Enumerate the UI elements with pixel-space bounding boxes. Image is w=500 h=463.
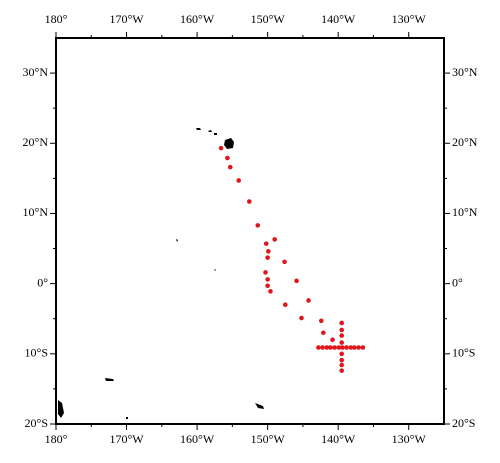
- plot: [218, 145, 366, 373]
- station-point: [320, 345, 325, 350]
- y-tick-label: 10°N: [452, 205, 478, 219]
- station-point: [272, 237, 277, 242]
- x-tick-label: 160°W: [180, 432, 215, 446]
- x-tick-label: 130°W: [392, 12, 427, 26]
- station-point: [339, 340, 345, 345]
- station-point: [339, 357, 345, 363]
- station-point: [339, 320, 345, 326]
- x-tick-label: 130°W: [392, 432, 427, 446]
- y-tick-label: 10°S: [452, 346, 475, 360]
- y-tick-label: 20°S: [452, 416, 475, 430]
- x-tick-label: 180°: [45, 12, 68, 26]
- station-point: [227, 164, 233, 170]
- station-point: [225, 155, 230, 161]
- island: [105, 378, 114, 381]
- y-tick-label: 20°S: [25, 416, 48, 430]
- station-point: [339, 327, 345, 333]
- station-point: [339, 351, 345, 357]
- station-point: [330, 337, 335, 343]
- station-point: [268, 289, 273, 294]
- land: [58, 128, 264, 419]
- hawaii: [196, 128, 234, 149]
- y-tick-label: 10°S: [25, 346, 48, 360]
- station-point: [336, 345, 342, 350]
- station-point: [263, 241, 269, 246]
- station-point: [324, 345, 330, 350]
- station-point: [328, 345, 333, 350]
- y-tick-label: 20°N: [23, 135, 49, 149]
- station-point: [236, 178, 242, 183]
- station-point: [282, 302, 288, 307]
- station-point: [318, 318, 324, 324]
- y-tick-label: 10°N: [23, 205, 49, 219]
- x-tick-label: 150°W: [251, 432, 286, 446]
- station-point: [339, 333, 345, 338]
- island: [58, 400, 128, 419]
- station-point: [218, 145, 224, 151]
- y-tick-label: 0°: [452, 275, 463, 289]
- station-point: [294, 278, 299, 284]
- station-point: [344, 345, 349, 350]
- island: [176, 239, 264, 409]
- station-point: [255, 223, 261, 228]
- station-point: [316, 345, 321, 350]
- station-point: [321, 330, 326, 336]
- y-tick-label: 30°N: [23, 65, 49, 79]
- station-point: [340, 345, 345, 350]
- station-point: [306, 298, 311, 303]
- y-tick-label: 0°: [37, 275, 48, 289]
- station-point: [332, 345, 337, 350]
- y-tick-label: 20°N: [452, 135, 478, 149]
- station-point: [352, 345, 357, 350]
- station-point: [282, 259, 287, 265]
- x-tick-label: 140°W: [321, 12, 356, 26]
- x-tick-label: 140°W: [321, 432, 356, 446]
- x-tick-label: 150°W: [251, 12, 286, 26]
- station-point: [339, 362, 345, 368]
- station-point: [360, 345, 366, 350]
- station-point: [263, 270, 268, 275]
- x-tick-label: 170°W: [109, 12, 144, 26]
- station-point: [348, 345, 354, 350]
- y-tick-label: 30°N: [452, 65, 478, 79]
- station-point: [265, 255, 270, 260]
- station-point: [299, 315, 304, 321]
- station-point: [265, 277, 270, 282]
- station-point: [356, 345, 361, 350]
- x-tick-label: 170°W: [109, 432, 144, 446]
- station-point: [265, 283, 270, 289]
- x-tick-label: 160°W: [180, 12, 215, 26]
- x-tick-label: 180°: [45, 432, 68, 446]
- station-point: [339, 368, 345, 373]
- map-frame: [55, 37, 445, 425]
- station-point: [246, 199, 252, 204]
- station-point: [266, 249, 271, 254]
